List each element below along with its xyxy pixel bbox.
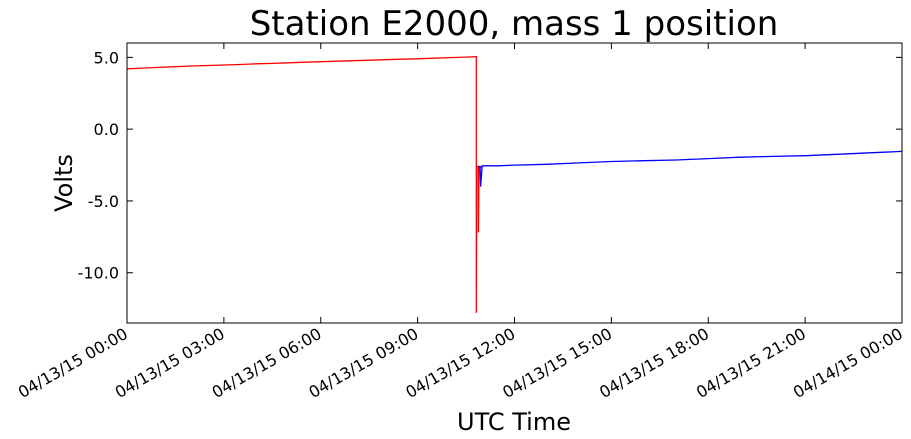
plot-area [126,42,903,324]
y-tick-label: -10.0 [78,264,119,283]
series-line-1 [126,55,483,313]
plot-frame [126,42,903,324]
x-tick-label: 04/14/15 00:00 [790,324,906,402]
series-line-2 [478,150,903,187]
y-tick-label: 5.0 [94,48,119,67]
y-axis-label: Volts [50,154,78,212]
y-axis: 5.0 0.0 -5.0 -10.0 [78,48,902,283]
x-axis-label: UTC Time [457,408,571,436]
series-layer [126,55,903,313]
y-tick-label: -5.0 [88,192,119,211]
chart-title: Station E2000, mass 1 position [250,4,779,44]
y-tick-label: 0.0 [94,120,119,139]
